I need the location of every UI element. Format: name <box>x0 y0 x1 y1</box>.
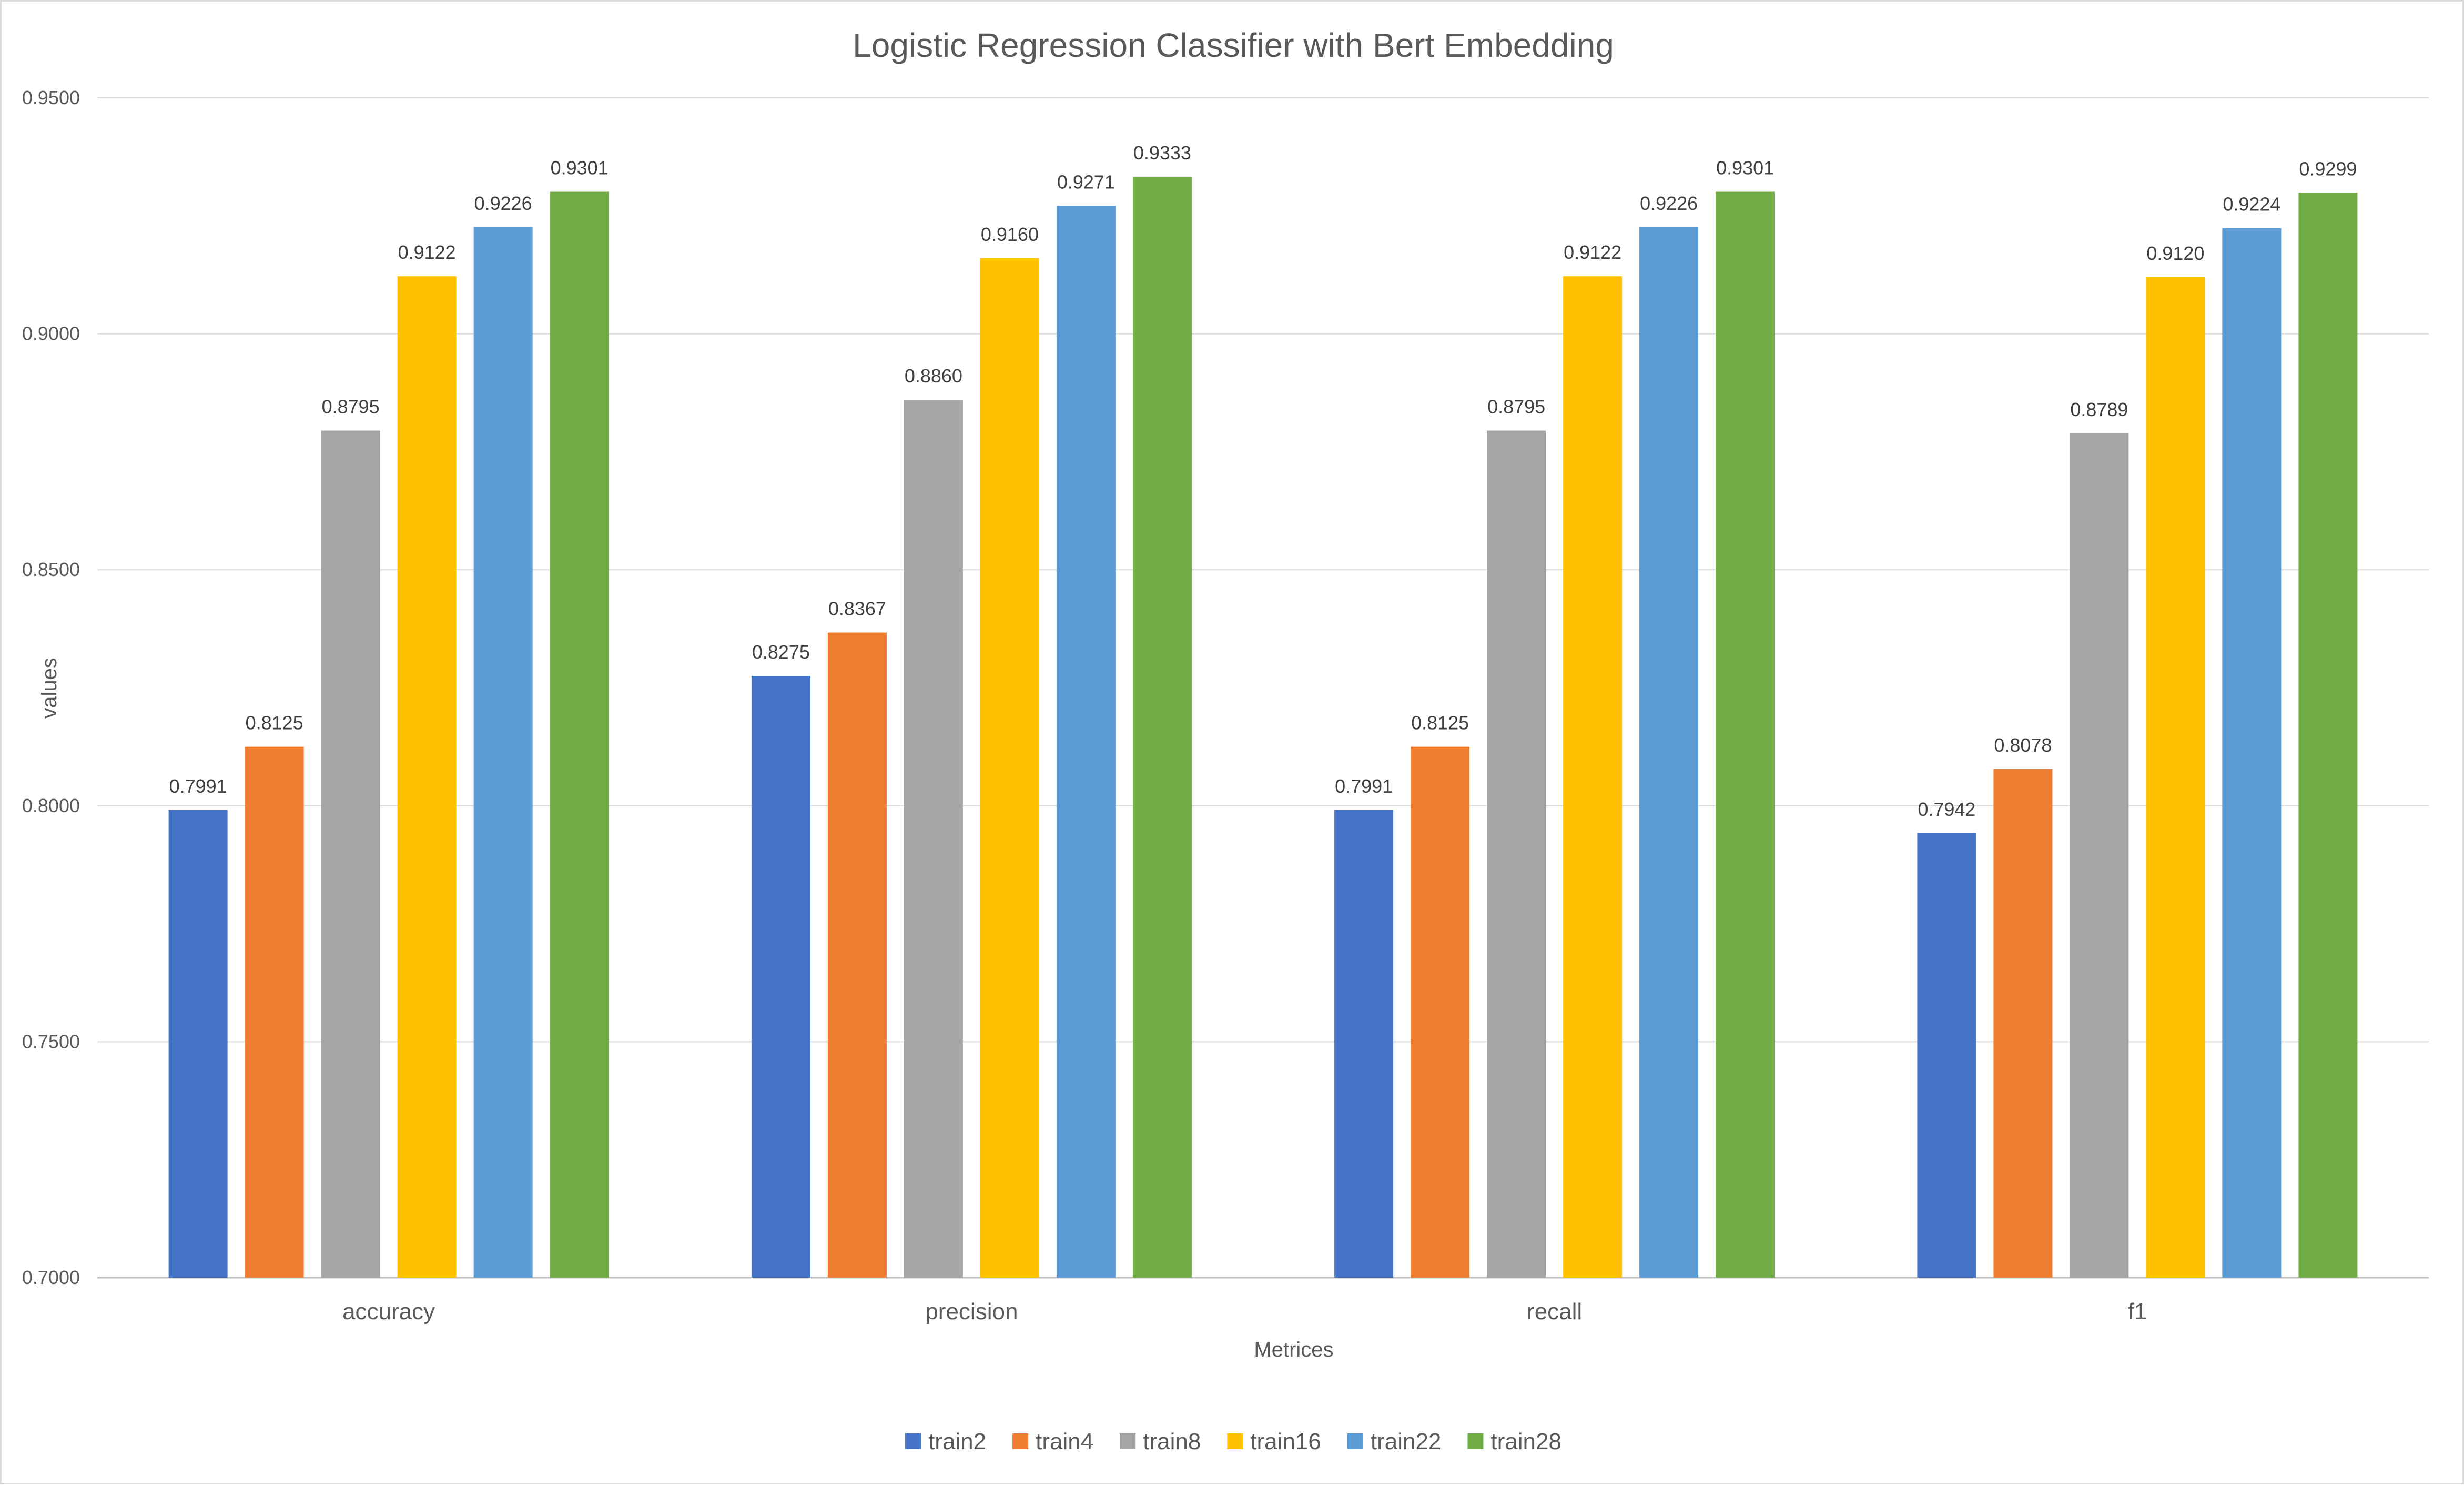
y-tick-label: 0.9000 <box>22 323 80 345</box>
bar <box>550 191 609 1278</box>
bar <box>1993 769 2053 1278</box>
chart-title: Logistic Regression Classifier with Bert… <box>853 26 1614 64</box>
labels-layer: 0.7000 0.7500 0.8000 0.8500 0.9000 0.9500 0.79… <box>22 87 2357 1325</box>
x-axis-title: Metrices <box>1254 1338 1333 1361</box>
bar <box>904 400 963 1278</box>
bar <box>2222 228 2282 1278</box>
bar <box>2070 433 2129 1278</box>
data-label: 0.8795 <box>322 396 380 418</box>
y-tick-label: 0.8000 <box>22 795 80 816</box>
legend-item: train4 <box>1012 1429 1093 1454</box>
data-label: 0.7991 <box>1335 775 1393 797</box>
x-tick-label: recall <box>1527 1299 1582 1325</box>
data-label: 0.9122 <box>398 241 456 263</box>
bar <box>827 632 887 1278</box>
bar <box>1334 810 1394 1278</box>
data-label: 0.7942 <box>1918 798 1975 820</box>
data-label: 0.9226 <box>1640 193 1698 214</box>
data-label: 0.9224 <box>2223 194 2280 215</box>
legend-item: train28 <box>1467 1429 1561 1454</box>
data-label: 0.8860 <box>905 365 962 387</box>
bar <box>1917 833 1976 1278</box>
bar <box>1716 191 1775 1278</box>
y-tick-label: 0.9500 <box>22 87 80 108</box>
data-label: 0.9226 <box>474 193 532 214</box>
bar <box>321 430 380 1278</box>
bar <box>1411 746 1470 1278</box>
x-tick-label: precision <box>925 1299 1018 1325</box>
legend: train2 train4 train8 train16 train22 train28 <box>905 1429 1561 1454</box>
bar <box>980 258 1039 1278</box>
legend-swatch <box>1467 1433 1484 1449</box>
y-axis-title: values <box>38 658 61 719</box>
bar <box>473 227 533 1278</box>
bar <box>397 276 457 1278</box>
bar <box>1056 206 1116 1278</box>
legend-swatch <box>1012 1433 1029 1449</box>
legend-label: train22 <box>1371 1429 1442 1454</box>
bar <box>1563 276 1623 1278</box>
bar <box>751 676 810 1278</box>
bar <box>2146 277 2205 1278</box>
legend-swatch <box>905 1433 921 1449</box>
data-label: 0.8275 <box>752 641 810 663</box>
bar <box>245 746 304 1278</box>
legend-label: train8 <box>1143 1429 1201 1454</box>
data-label: 0.8795 <box>1487 396 1545 418</box>
y-tick-label: 0.7000 <box>22 1267 80 1288</box>
legend-label: train16 <box>1250 1429 1321 1454</box>
legend-label: train2 <box>928 1429 986 1454</box>
y-tick-label: 0.7500 <box>22 1030 80 1052</box>
legend-label: train4 <box>1036 1429 1093 1454</box>
bars-layer <box>168 176 2358 1278</box>
legend-item: train22 <box>1347 1429 1442 1454</box>
x-tick-label: accuracy <box>342 1299 435 1325</box>
data-label: 0.8789 <box>2070 399 2128 420</box>
data-label: 0.8125 <box>246 712 303 734</box>
legend-swatch <box>1120 1433 1136 1449</box>
data-label: 0.9333 <box>1133 142 1191 164</box>
data-label: 0.9122 <box>1564 241 1621 263</box>
bar <box>168 810 228 1278</box>
data-label: 0.9271 <box>1057 171 1115 193</box>
data-label: 0.8367 <box>828 598 886 620</box>
data-label: 0.9120 <box>2146 242 2204 264</box>
data-label: 0.9301 <box>551 157 609 179</box>
legend-item: train2 <box>905 1429 986 1454</box>
data-label: 0.9299 <box>2299 158 2357 179</box>
data-label: 0.8125 <box>1411 712 1469 734</box>
data-label: 0.9160 <box>981 224 1039 245</box>
data-label: 0.8078 <box>1994 734 2052 756</box>
legend-label: train28 <box>1490 1429 1561 1454</box>
legend-swatch <box>1347 1433 1363 1449</box>
bar <box>1487 430 1546 1278</box>
bar <box>1639 227 1699 1278</box>
legend-swatch <box>1227 1433 1243 1449</box>
data-label: 0.9301 <box>1716 157 1774 179</box>
legend-item: train16 <box>1227 1429 1321 1454</box>
y-tick-label: 0.8500 <box>22 559 80 580</box>
data-label: 0.7991 <box>169 775 227 797</box>
x-tick-label: f1 <box>2128 1299 2147 1325</box>
bar <box>1132 176 1192 1278</box>
legend-item: train8 <box>1120 1429 1201 1454</box>
bar <box>2298 193 2358 1278</box>
